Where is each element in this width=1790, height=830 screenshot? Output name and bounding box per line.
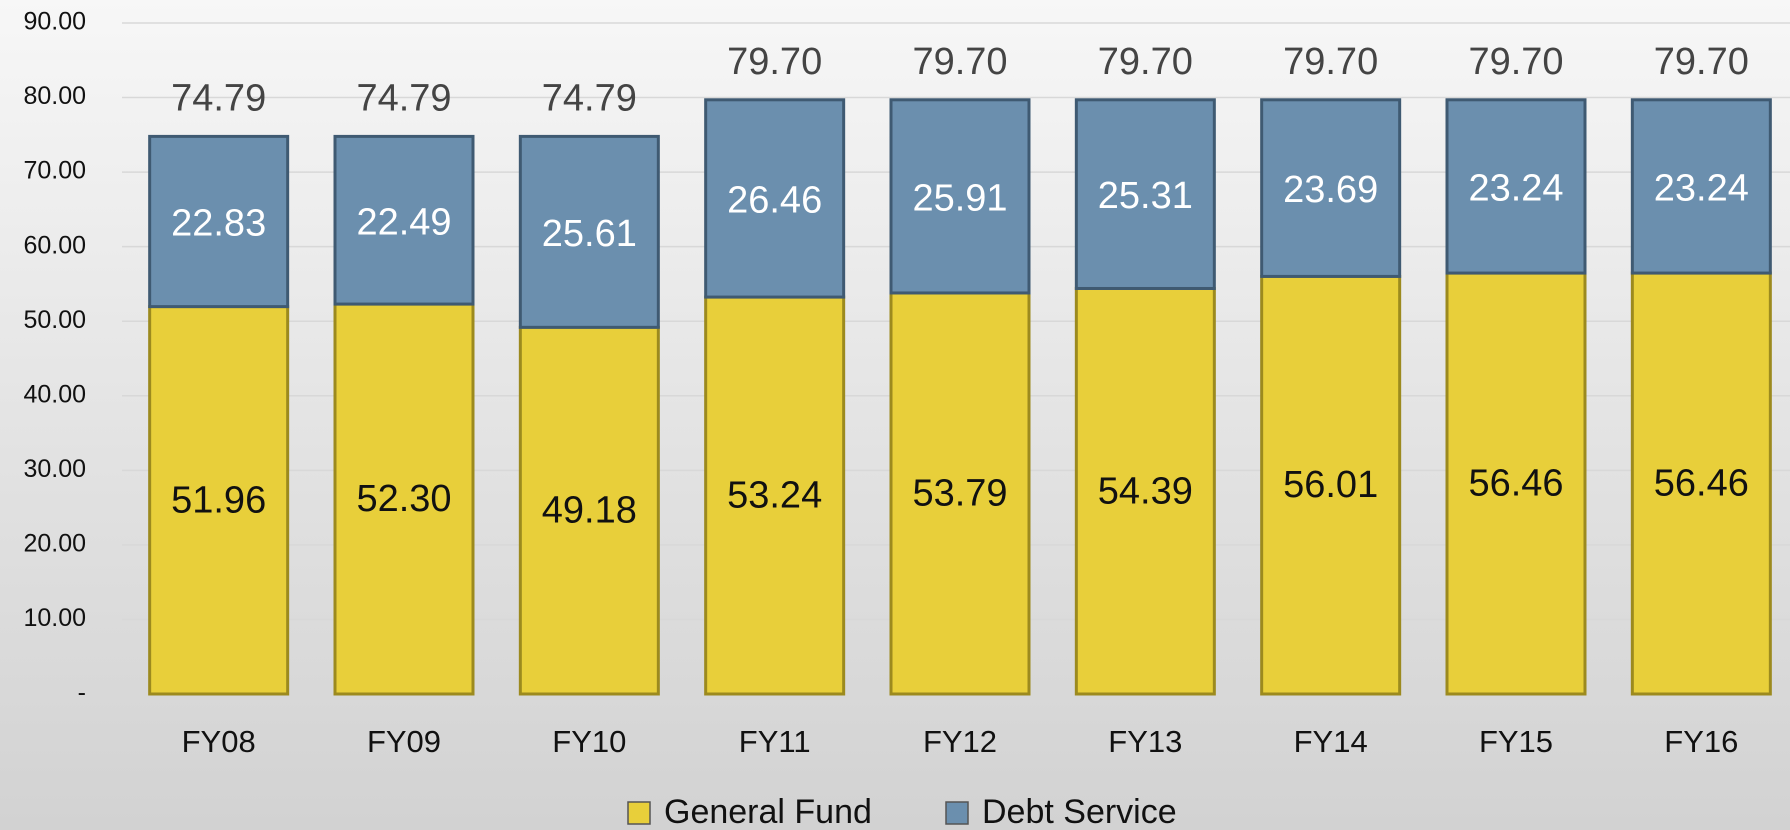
data-label: 51.96 bbox=[171, 479, 266, 521]
legend-label: Debt Service bbox=[982, 793, 1177, 830]
data-label: 23.69 bbox=[1283, 169, 1378, 211]
bar-segment bbox=[1074, 98, 1216, 290]
y-tick-label: 20.00 bbox=[23, 529, 86, 557]
data-label: 26.46 bbox=[727, 179, 822, 221]
y-tick-label: 10.00 bbox=[23, 604, 86, 632]
bar-segment bbox=[1630, 98, 1772, 275]
x-tick-label: FY11 bbox=[739, 724, 811, 759]
data-label: 56.46 bbox=[1654, 463, 1749, 505]
data-label: 25.91 bbox=[912, 177, 1007, 219]
legend-label: General Fund bbox=[664, 793, 872, 830]
bar-segment bbox=[1445, 271, 1587, 696]
y-tick-label: 70.00 bbox=[23, 157, 86, 185]
data-label: 22.49 bbox=[356, 201, 451, 243]
total-label: 74.79 bbox=[356, 77, 451, 119]
x-tick-label: FY09 bbox=[367, 724, 441, 759]
data-label: 23.24 bbox=[1654, 167, 1749, 209]
total-label: 79.70 bbox=[1468, 41, 1563, 83]
y-tick-label: 30.00 bbox=[23, 455, 86, 483]
data-label: 52.30 bbox=[356, 478, 451, 520]
bar-segment bbox=[1630, 271, 1772, 696]
y-tick-label: 50.00 bbox=[23, 306, 86, 334]
x-tick-label: FY14 bbox=[1294, 724, 1368, 759]
bar-segment bbox=[704, 295, 846, 696]
data-label: 25.31 bbox=[1098, 175, 1193, 217]
data-label: 25.61 bbox=[542, 213, 637, 255]
bar-segment bbox=[148, 305, 290, 696]
total-label: 79.70 bbox=[912, 41, 1007, 83]
bar-segment bbox=[889, 291, 1031, 696]
y-tick-label: - bbox=[78, 679, 86, 707]
y-tick-label: 80.00 bbox=[23, 82, 86, 110]
bar-segment bbox=[1260, 274, 1402, 696]
data-label: 56.01 bbox=[1283, 464, 1378, 506]
bar-segment bbox=[333, 134, 475, 306]
bar-segment bbox=[518, 325, 660, 696]
bar-segment bbox=[518, 134, 660, 329]
bar-segment bbox=[704, 98, 846, 299]
x-tick-label: FY16 bbox=[1664, 724, 1738, 759]
x-tick-label: FY08 bbox=[182, 724, 256, 759]
bar-segment bbox=[1445, 98, 1587, 275]
x-tick-label: FY10 bbox=[552, 724, 626, 759]
data-label: 23.24 bbox=[1468, 167, 1563, 209]
legend-swatch bbox=[627, 801, 651, 825]
data-label: 53.24 bbox=[727, 475, 822, 517]
x-tick-label: FY13 bbox=[1108, 724, 1182, 759]
data-label: 54.39 bbox=[1098, 470, 1193, 512]
data-label: 56.46 bbox=[1468, 463, 1563, 505]
y-tick-label: 90.00 bbox=[23, 8, 86, 36]
total-label: 79.70 bbox=[1098, 41, 1193, 83]
bar-segment bbox=[1260, 98, 1402, 278]
bar-segment bbox=[889, 98, 1031, 295]
y-tick-label: 40.00 bbox=[23, 380, 86, 408]
data-label: 49.18 bbox=[542, 490, 637, 532]
total-label: 74.79 bbox=[542, 77, 637, 119]
data-label: 22.83 bbox=[171, 203, 266, 245]
total-label: 79.70 bbox=[1283, 41, 1378, 83]
total-label: 74.79 bbox=[171, 77, 266, 119]
total-label: 79.70 bbox=[1654, 41, 1749, 83]
legend-swatch bbox=[945, 801, 969, 825]
bar-segment bbox=[333, 302, 475, 696]
y-tick-label: 60.00 bbox=[23, 231, 86, 259]
total-label: 79.70 bbox=[727, 41, 822, 83]
x-tick-label: FY12 bbox=[923, 724, 997, 759]
data-label: 53.79 bbox=[912, 473, 1007, 515]
bar-segment bbox=[148, 134, 290, 309]
x-tick-label: FY15 bbox=[1479, 724, 1553, 759]
